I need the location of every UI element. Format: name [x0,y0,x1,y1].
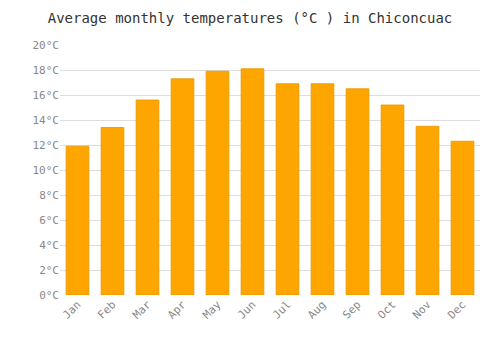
svg-text:4°C: 4°C [39,239,59,252]
svg-text:2°C: 2°C [39,264,59,277]
svg-text:Apr: Apr [165,298,189,322]
svg-text:6°C: 6°C [39,214,59,227]
svg-text:14°C: 14°C [33,114,60,127]
svg-text:10°C: 10°C [33,164,60,177]
svg-text:Mar: Mar [130,298,154,322]
svg-text:16°C: 16°C [33,89,60,102]
svg-text:Jan: Jan [60,298,83,321]
svg-text:Sep: Sep [340,298,363,321]
svg-text:Oct: Oct [375,298,398,321]
svg-text:Feb: Feb [95,298,118,321]
svg-text:8°C: 8°C [39,189,59,202]
svg-text:Jul: Jul [270,298,293,321]
svg-text:20°C: 20°C [33,39,60,52]
svg-text:Average monthly temperatures (: Average monthly temperatures (°C ) in Ch… [48,10,453,26]
svg-text:12°C: 12°C [33,139,60,152]
svg-text:Nov: Nov [410,298,434,322]
svg-text:May: May [200,298,224,322]
svg-text:Dec: Dec [445,298,468,321]
svg-text:Aug: Aug [305,298,328,321]
svg-text:18°C: 18°C [33,64,60,77]
svg-text:0°C: 0°C [39,289,59,302]
svg-text:Jun: Jun [235,298,258,321]
